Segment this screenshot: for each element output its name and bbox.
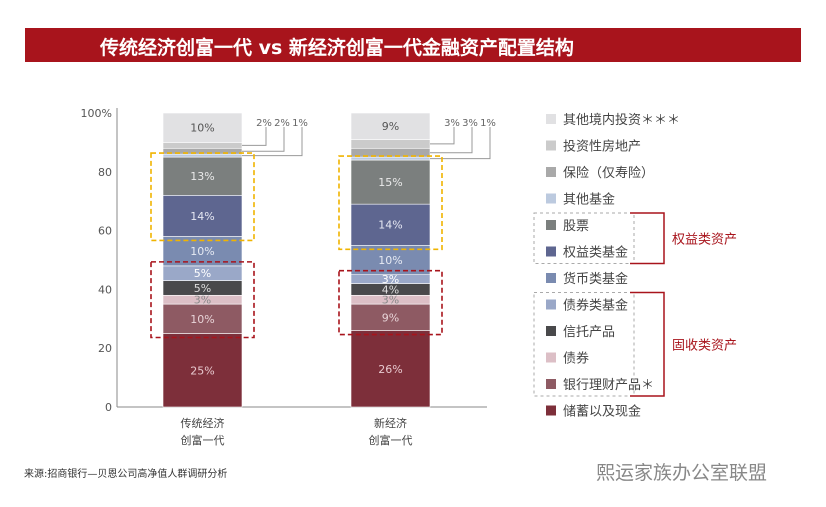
x-tick-label: 新经济 xyxy=(374,416,407,430)
y-tick-label: 60 xyxy=(98,225,112,238)
y-tick-label: 80 xyxy=(98,166,112,179)
data-label: 14% xyxy=(378,219,402,232)
data-label: 4% xyxy=(382,283,399,296)
bar-segment xyxy=(162,112,243,143)
data-label: 10% xyxy=(378,254,402,267)
data-label: 9% xyxy=(382,120,399,133)
legend-label: 债券 xyxy=(563,351,589,367)
legend-label: 保险（仅寿险） xyxy=(563,166,654,181)
data-label: 9% xyxy=(382,311,399,324)
legend-swatch xyxy=(546,193,556,204)
bar-segment xyxy=(350,245,431,276)
legend-swatch xyxy=(546,140,556,151)
y-tick-label: 100% xyxy=(81,107,112,120)
data-label: 10% xyxy=(190,245,214,258)
legend-group-box xyxy=(533,212,635,264)
data-label: 13% xyxy=(190,170,214,183)
bar-segment xyxy=(350,112,431,140)
bar-segment xyxy=(350,139,431,149)
data-label: 5% xyxy=(194,267,211,280)
group-box xyxy=(338,155,443,251)
outside-label: 1% xyxy=(480,118,496,129)
legend-label: 投资性房地产 xyxy=(563,139,641,155)
group-box xyxy=(150,152,255,242)
leader-line xyxy=(242,127,267,146)
data-label: 25% xyxy=(190,364,214,377)
bar-segment xyxy=(350,156,431,161)
x-tick-label: 创富一代 xyxy=(369,433,413,447)
outside-label: 1% xyxy=(292,118,308,129)
leader-line xyxy=(242,127,303,157)
legend-label: 银行理财产品＊ xyxy=(563,378,654,393)
y-tick-label: 40 xyxy=(98,283,112,296)
outside-label: 2% xyxy=(256,118,272,129)
data-label: 26% xyxy=(378,363,402,376)
data-label: 3% xyxy=(194,294,211,307)
bar-segment xyxy=(162,195,243,237)
legend-label: 货币类基金 xyxy=(563,271,628,287)
group-bracket xyxy=(630,212,665,265)
legend-label: 其他境内投资＊＊＊ xyxy=(563,112,680,128)
outside-label: 3% xyxy=(444,118,460,129)
watermark: 熙运家族办公室联盟 xyxy=(596,462,768,484)
bar-segment xyxy=(162,153,243,158)
bar-segment xyxy=(350,303,431,331)
y-tick-label: 0 xyxy=(105,401,112,414)
bar-segment xyxy=(162,142,243,149)
legend-swatch xyxy=(546,167,556,177)
group-label: 权益类资产 xyxy=(672,231,737,247)
bar-segment xyxy=(350,330,431,408)
bar-segment xyxy=(162,303,243,334)
legend-swatch xyxy=(546,352,556,363)
outside-label: 2% xyxy=(274,118,290,129)
legend-swatch xyxy=(546,405,556,416)
y-tick-label: 20 xyxy=(98,342,112,355)
group-box xyxy=(150,261,255,339)
leader-line xyxy=(430,127,455,145)
data-label: 10% xyxy=(190,122,214,135)
group-box xyxy=(338,269,443,336)
title-bar xyxy=(25,28,801,62)
legend-swatch xyxy=(546,246,556,257)
data-label: 3% xyxy=(382,294,399,307)
legend-label: 其他基金 xyxy=(563,192,615,208)
legend-swatch xyxy=(546,299,556,310)
data-label: 5% xyxy=(194,282,211,295)
data-label: 15% xyxy=(378,176,402,189)
legend-swatch xyxy=(546,379,556,389)
leader-line xyxy=(242,127,285,152)
source-note: 来源:招商银行—贝恩公司高净值人群调研分析 xyxy=(24,469,228,480)
x-tick-label: 创富一代 xyxy=(181,433,225,447)
leader-line xyxy=(430,127,473,154)
data-label: 14% xyxy=(190,210,214,223)
data-label: 10% xyxy=(190,313,214,326)
legend-label: 股票 xyxy=(563,219,589,234)
outside-label: 3% xyxy=(462,118,478,129)
legend-label: 权益类基金 xyxy=(563,245,628,261)
legend-label: 储蓄以及现金 xyxy=(563,404,641,420)
legend-swatch xyxy=(546,326,556,336)
leader-line xyxy=(430,127,491,160)
bar-segment xyxy=(162,333,243,408)
legend-swatch xyxy=(546,114,556,124)
legend-label: 信托产品 xyxy=(563,325,615,340)
legend-group-box xyxy=(533,292,635,397)
bar-segment xyxy=(162,236,243,267)
data-label: 3% xyxy=(382,273,399,286)
group-label: 固收类资产 xyxy=(672,338,737,353)
legend-swatch xyxy=(546,273,556,283)
legend-label: 债券类基金 xyxy=(563,298,628,314)
group-bracket xyxy=(630,291,665,397)
chart-title: 传统经济创富一代 vs 新经济创富一代金融资产配置结构 xyxy=(100,37,574,59)
legend-swatch xyxy=(546,220,556,230)
bar-segment xyxy=(162,156,243,196)
x-tick-label: 传统经济 xyxy=(181,416,225,430)
